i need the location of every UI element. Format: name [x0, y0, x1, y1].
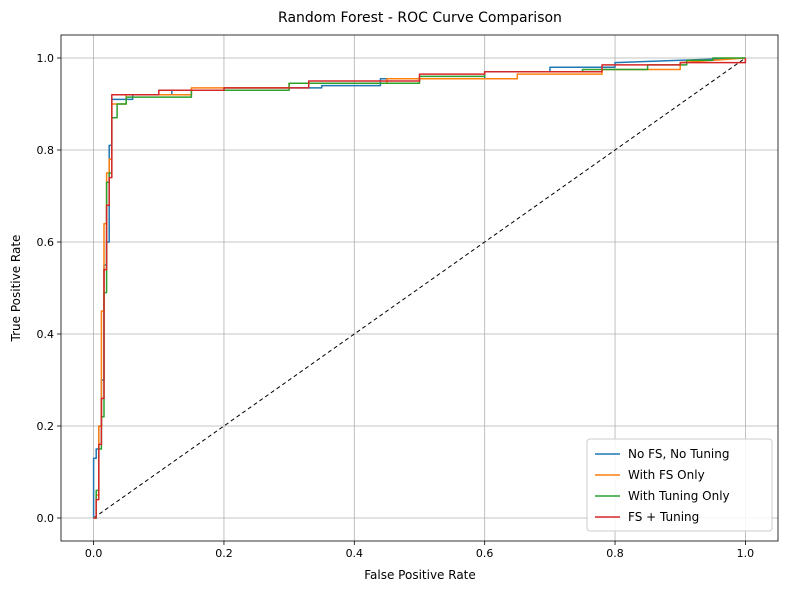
legend-entry-label: With FS Only	[628, 468, 705, 482]
x-tick-label: 0.4	[346, 547, 364, 560]
grid	[61, 35, 778, 541]
legend-box	[586, 438, 773, 532]
chart-title: Random Forest - ROC Curve Comparison	[278, 10, 562, 26]
plot-frame	[60, 34, 779, 542]
x-tick-label: 0.2	[215, 547, 233, 560]
roc-series-line-4	[93, 58, 747, 519]
x-tick-label: 0.0	[85, 547, 103, 560]
y-tick-label: 0.2	[37, 420, 55, 433]
y-tick-label: 0.6	[37, 236, 55, 249]
y-tick-label: 0.4	[37, 328, 55, 341]
x-tick-label: 1.0	[737, 547, 755, 560]
plot-area	[92, 57, 747, 519]
x-axis-ticks: 0.0 0.2 0.4 0.6 0.8 1.0	[85, 541, 754, 560]
y-tick-label: 1.0	[37, 52, 55, 65]
legend-entry-label: FS + Tuning	[628, 510, 699, 524]
y-axis-ticks: 0.0 0.2 0.4 0.6 0.8 1.0	[37, 52, 61, 525]
y-tick-label: 0.0	[37, 512, 55, 525]
legend: No FS, No Tuning With FS Only With Tuning …	[586, 438, 773, 532]
x-tick-label: 0.8	[606, 547, 624, 560]
legend-entry-label: No FS, No Tuning	[628, 447, 729, 461]
y-tick-label: 0.8	[37, 144, 55, 157]
y-axis-label: True Positive Rate	[9, 235, 23, 343]
x-tick-label: 0.6	[476, 547, 494, 560]
x-axis-label: False Positive Rate	[364, 568, 476, 582]
legend-entry-label: With Tuning Only	[628, 489, 730, 503]
